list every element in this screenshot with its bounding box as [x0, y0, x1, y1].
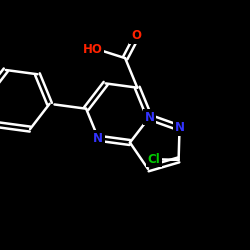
Text: N: N — [144, 111, 154, 124]
Text: Cl: Cl — [147, 153, 160, 166]
Text: HO: HO — [83, 43, 103, 56]
Text: N: N — [174, 122, 184, 134]
Text: O: O — [131, 29, 141, 42]
Text: N: N — [93, 132, 103, 145]
